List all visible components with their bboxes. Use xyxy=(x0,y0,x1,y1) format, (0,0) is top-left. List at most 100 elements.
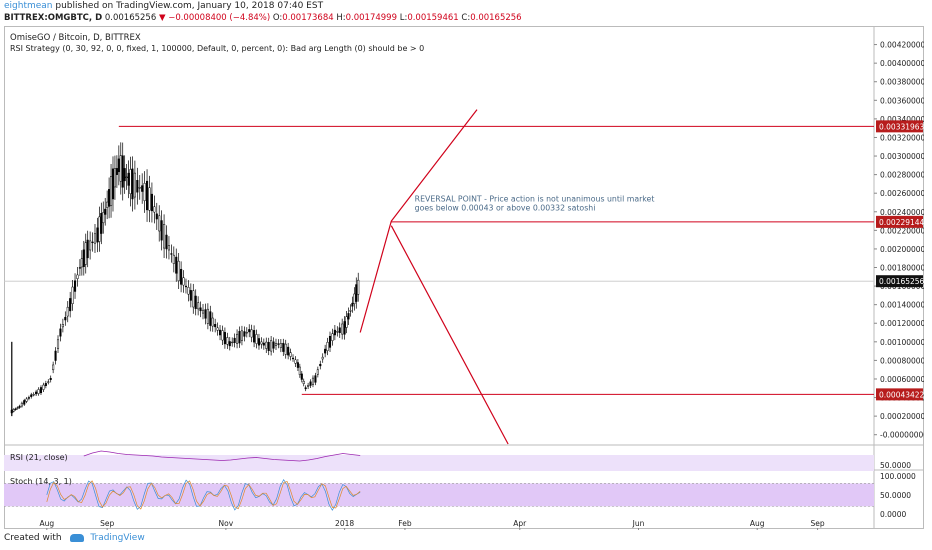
candle-body xyxy=(30,394,33,397)
candle-body xyxy=(170,253,173,255)
candle-body xyxy=(197,302,200,310)
author-link[interactable]: eightmean xyxy=(4,1,53,11)
candle-body xyxy=(104,208,107,215)
candle-body xyxy=(250,329,253,338)
last-price: 0.00165256 xyxy=(104,13,157,23)
candle-body xyxy=(228,341,231,347)
candle-body xyxy=(345,316,348,328)
study-label: RSI Strategy (0, 30, 92, 0, 0, fixed, 1,… xyxy=(10,44,424,53)
x-tick-label: Jun xyxy=(632,519,645,528)
candle-body xyxy=(109,175,113,206)
candle-body xyxy=(304,387,307,390)
candle-body xyxy=(216,327,219,331)
projection-line xyxy=(390,225,509,445)
price-label-text: 0.00331963 xyxy=(879,122,924,131)
candle-body xyxy=(32,394,35,396)
stoch-tick-label: 0.0000 xyxy=(880,510,906,519)
candle-body xyxy=(231,341,234,344)
candle-body xyxy=(25,398,28,402)
candle-body xyxy=(187,287,190,295)
candle-body xyxy=(76,274,79,279)
candle-body xyxy=(347,313,350,320)
candle-body xyxy=(336,331,339,333)
candle-body xyxy=(160,220,163,241)
candle-body xyxy=(73,280,77,292)
candle-body xyxy=(131,168,134,200)
high-value: 0.00174999 xyxy=(345,13,397,23)
annotation-line1: REVERSAL POINT - Price action is not una… xyxy=(415,195,655,204)
price-label-box xyxy=(876,120,923,133)
y-tick-label: 0.00380000 xyxy=(880,78,924,87)
tradingview-logo-icon xyxy=(70,533,85,542)
candle-body xyxy=(12,409,15,412)
y-tick-label: 0.00420000 xyxy=(880,41,924,50)
candle-body xyxy=(355,284,358,302)
candle-body xyxy=(18,405,21,408)
price-change: −0.00008400 (−4.84%) xyxy=(168,13,271,23)
rsi-line xyxy=(83,450,361,462)
symbol-name: BITTREX:OMGBTC, D xyxy=(4,13,103,23)
candle-body xyxy=(175,256,178,274)
candle-body xyxy=(211,317,214,327)
candle-body xyxy=(127,172,130,186)
x-tick-label: 2018 xyxy=(335,519,354,528)
candle-body xyxy=(78,267,81,269)
candle-body xyxy=(206,308,209,324)
candle-body xyxy=(119,155,122,182)
candle-body xyxy=(182,277,185,286)
candle-body xyxy=(155,213,158,220)
candle-body xyxy=(218,329,222,336)
candle-body xyxy=(14,408,17,410)
x-tick-label: Aug xyxy=(750,519,765,528)
candle-body xyxy=(214,324,217,328)
candle-body xyxy=(302,380,305,384)
candle-body xyxy=(338,327,341,333)
candle-body xyxy=(240,330,243,341)
candle-body xyxy=(117,158,120,173)
chart-title: OmiseGO / Bitcoin, D, BITTREX xyxy=(10,33,141,43)
candle-body xyxy=(125,176,128,178)
x-tick-label: Sep xyxy=(810,519,824,528)
candle-body xyxy=(49,378,52,380)
y-tick-label: 0.00020000 xyxy=(880,412,924,421)
candle-body xyxy=(204,309,207,319)
candle-body xyxy=(100,212,103,234)
candle-body xyxy=(16,407,19,409)
candle-body xyxy=(243,331,246,337)
candle-body xyxy=(321,356,324,360)
x-tick-label: Sep xyxy=(100,519,114,528)
candle-body xyxy=(54,350,57,361)
y-tick-label: 0.00060000 xyxy=(880,375,924,384)
candle-body xyxy=(284,343,287,355)
tradingview-link[interactable]: TradingView xyxy=(90,533,145,543)
y-tick-label: 0.00400000 xyxy=(880,59,924,68)
annotation-line2: goes below 0.00043 or above 0.00332 sato… xyxy=(415,204,596,213)
stoch-tick-label: 100.0000 xyxy=(880,472,916,481)
candle-body xyxy=(108,189,111,207)
candle-body xyxy=(333,329,336,336)
price-label-text: 0.00165256 xyxy=(879,277,924,286)
candle-body xyxy=(80,258,83,268)
candle-body xyxy=(326,341,329,351)
candle-body xyxy=(158,215,161,232)
candle-body xyxy=(277,343,280,345)
rsi-band xyxy=(4,455,874,471)
footer: Created with TradingView xyxy=(4,533,145,543)
candle-body xyxy=(148,187,151,211)
y-tick-label: 0.00200000 xyxy=(880,245,924,254)
candle-body xyxy=(42,384,45,390)
candle-body xyxy=(260,341,263,345)
candle-body xyxy=(267,341,270,351)
candle-body xyxy=(319,363,322,367)
candle-body xyxy=(236,333,239,344)
x-tick-label: Apr xyxy=(513,519,527,528)
candle-body xyxy=(136,180,139,193)
candle-body xyxy=(47,381,50,383)
chart-container[interactable]: OmiseGO / Bitcoin, D, BITTREX RSI Strateg… xyxy=(4,26,928,531)
open-label: O: xyxy=(272,13,283,23)
candle-body xyxy=(291,357,295,360)
candle-body xyxy=(23,400,26,405)
candle-body xyxy=(189,290,192,301)
candle-body xyxy=(194,295,197,309)
